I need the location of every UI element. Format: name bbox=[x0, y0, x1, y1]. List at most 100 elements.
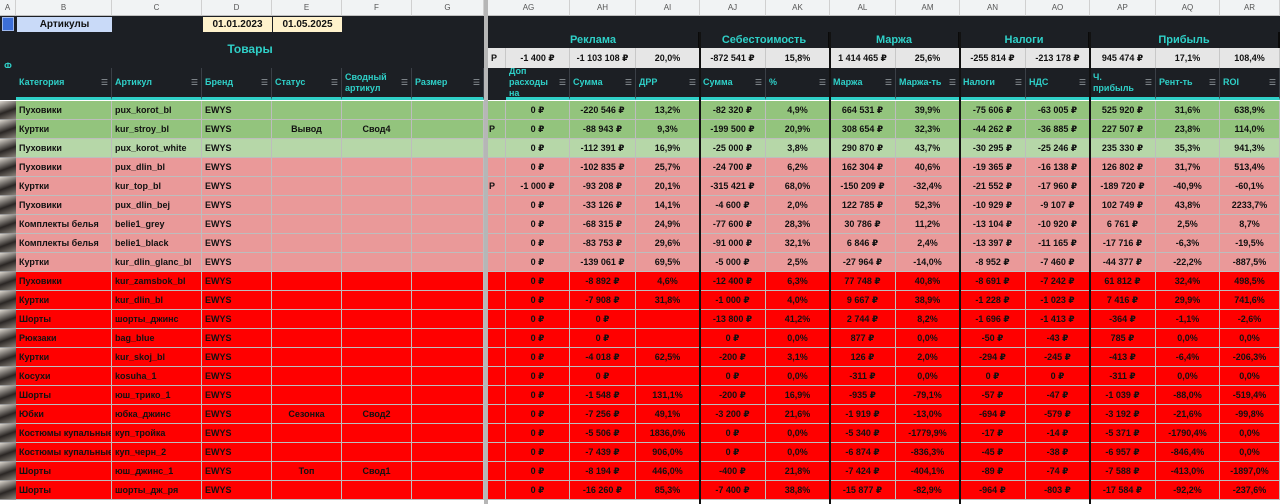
cell-g[interactable] bbox=[412, 101, 484, 120]
cell-partial[interactable] bbox=[488, 215, 506, 234]
filter-header-ai[interactable]: ДРР ☰ bbox=[636, 68, 700, 100]
product-thumbnail[interactable] bbox=[0, 462, 16, 481]
product-thumbnail[interactable] bbox=[0, 329, 16, 348]
filter-header-ar[interactable]: ROI ☰ bbox=[1220, 68, 1280, 100]
cell-f[interactable] bbox=[342, 158, 412, 177]
cell-ap[interactable]: 126 802 ₽ bbox=[1090, 158, 1156, 177]
filter-icon[interactable]: ☰ bbox=[100, 78, 108, 87]
cell-ar[interactable]: -99,8% bbox=[1220, 405, 1280, 424]
cell-ar[interactable]: 0,0% bbox=[1220, 329, 1280, 348]
filter-header-ag[interactable]: Доп расходы на ☰ bbox=[506, 68, 570, 100]
filter-icon[interactable]: ☰ bbox=[1014, 78, 1022, 87]
cell-ar[interactable]: -206,3% bbox=[1220, 348, 1280, 367]
cell-ap[interactable]: -17 716 ₽ bbox=[1090, 234, 1156, 253]
cell-ai[interactable]: 24,9% bbox=[636, 215, 700, 234]
cell-aq[interactable]: 23,8% bbox=[1156, 120, 1220, 139]
cell-partial[interactable] bbox=[488, 310, 506, 329]
cell-ar[interactable]: 498,5% bbox=[1220, 272, 1280, 291]
cell-c[interactable]: kur_dlin_bl bbox=[112, 291, 202, 310]
cell-al[interactable]: -150 209 ₽ bbox=[830, 177, 896, 196]
cell-aq[interactable]: 2,5% bbox=[1156, 215, 1220, 234]
filter-header-aq[interactable]: Рент-ть ☰ bbox=[1156, 68, 1220, 100]
cell-b[interactable]: Шорты bbox=[16, 386, 112, 405]
cell-ah[interactable]: -7 439 ₽ bbox=[570, 443, 636, 462]
cell-ak[interactable]: 16,9% bbox=[766, 386, 830, 405]
cell-ap[interactable]: 235 330 ₽ bbox=[1090, 139, 1156, 158]
cell-c[interactable]: kur_zamsbok_bl bbox=[112, 272, 202, 291]
cell-ag[interactable]: 0 ₽ bbox=[506, 424, 570, 443]
cell-g[interactable] bbox=[412, 120, 484, 139]
cell-ar[interactable]: 8,7% bbox=[1220, 215, 1280, 234]
cell-ar[interactable]: 0,0% bbox=[1220, 424, 1280, 443]
cell-b[interactable]: Куртки bbox=[16, 348, 112, 367]
cell-e[interactable] bbox=[272, 443, 342, 462]
cell-ah[interactable]: -139 061 ₽ bbox=[570, 253, 636, 272]
cell-am[interactable]: 2,4% bbox=[896, 234, 960, 253]
cell-ah[interactable]: -220 546 ₽ bbox=[570, 101, 636, 120]
cell-d[interactable]: EWYS bbox=[202, 272, 272, 291]
cell-b[interactable]: Шорты bbox=[16, 481, 112, 500]
cell-ap[interactable]: -17 584 ₽ bbox=[1090, 481, 1156, 500]
column-header-ao[interactable]: AO bbox=[1026, 0, 1090, 16]
cell-ag[interactable]: 0 ₽ bbox=[506, 405, 570, 424]
cell-g[interactable] bbox=[412, 291, 484, 310]
cell-c[interactable]: bag_blue bbox=[112, 329, 202, 348]
cell-ak[interactable]: 6,3% bbox=[766, 272, 830, 291]
cell-partial[interactable] bbox=[488, 272, 506, 291]
cell-c[interactable]: шорты_джинс bbox=[112, 310, 202, 329]
cell-e[interactable] bbox=[272, 348, 342, 367]
cell-c[interactable]: kosuha_1 bbox=[112, 367, 202, 386]
filter-icon[interactable]: ☰ bbox=[754, 78, 762, 87]
column-header-ag[interactable]: AG bbox=[488, 0, 570, 16]
cell-f[interactable] bbox=[342, 196, 412, 215]
cell-partial[interactable] bbox=[488, 443, 506, 462]
cell-d[interactable]: EWYS bbox=[202, 481, 272, 500]
product-thumbnail[interactable] bbox=[0, 158, 16, 177]
cell-e[interactable] bbox=[272, 158, 342, 177]
cell-c[interactable]: pux_korot_bl bbox=[112, 101, 202, 120]
cell-am[interactable]: 0,0% bbox=[896, 329, 960, 348]
cell-ag[interactable]: 0 ₽ bbox=[506, 253, 570, 272]
cell-an[interactable]: -694 ₽ bbox=[960, 405, 1026, 424]
cell-d[interactable]: EWYS bbox=[202, 348, 272, 367]
cell-d[interactable]: EWYS bbox=[202, 177, 272, 196]
cell-am[interactable]: -404,1% bbox=[896, 462, 960, 481]
cell-d[interactable]: EWYS bbox=[202, 158, 272, 177]
product-thumbnail[interactable] bbox=[0, 405, 16, 424]
filter-header-an[interactable]: Налоги ☰ bbox=[960, 68, 1026, 100]
cell-b[interactable]: Куртки bbox=[16, 253, 112, 272]
cell-c[interactable]: юбка_джинс bbox=[112, 405, 202, 424]
cell-ai[interactable]: 131,1% bbox=[636, 386, 700, 405]
cell-f[interactable]: Свод1 bbox=[342, 462, 412, 481]
cell-b[interactable]: Косухи bbox=[16, 367, 112, 386]
filter-icon[interactable]: ☰ bbox=[400, 78, 408, 87]
cell-ao[interactable]: -1 413 ₽ bbox=[1026, 310, 1090, 329]
cell-al[interactable]: 162 304 ₽ bbox=[830, 158, 896, 177]
cell-ak[interactable]: 4,9% bbox=[766, 101, 830, 120]
cell-ap[interactable]: -7 588 ₽ bbox=[1090, 462, 1156, 481]
cell-an[interactable]: 0 ₽ bbox=[960, 367, 1026, 386]
cell-am[interactable]: 40,8% bbox=[896, 272, 960, 291]
cell-e[interactable]: Топ bbox=[272, 462, 342, 481]
cell-am[interactable]: -32,4% bbox=[896, 177, 960, 196]
cell-ag[interactable]: 0 ₽ bbox=[506, 462, 570, 481]
cell-d[interactable]: EWYS bbox=[202, 367, 272, 386]
cell-al[interactable]: 126 ₽ bbox=[830, 348, 896, 367]
cell-aj[interactable]: -24 700 ₽ bbox=[700, 158, 766, 177]
cell-aq[interactable]: -6,3% bbox=[1156, 234, 1220, 253]
cell-ah[interactable]: 0 ₽ bbox=[570, 329, 636, 348]
cell-e[interactable] bbox=[272, 253, 342, 272]
product-thumbnail[interactable] bbox=[0, 215, 16, 234]
cell-ao[interactable]: -47 ₽ bbox=[1026, 386, 1090, 405]
cell-ah[interactable]: -8 892 ₽ bbox=[570, 272, 636, 291]
cell-ao[interactable]: -25 246 ₽ bbox=[1026, 139, 1090, 158]
cell-g[interactable] bbox=[412, 443, 484, 462]
cell-aq[interactable]: 0,0% bbox=[1156, 329, 1220, 348]
cell-ai[interactable]: 4,6% bbox=[636, 272, 700, 291]
cell-b[interactable]: Комплекты белья bbox=[16, 215, 112, 234]
cell-g[interactable] bbox=[412, 329, 484, 348]
column-header-an[interactable]: AN bbox=[960, 0, 1026, 16]
cell-f[interactable] bbox=[342, 310, 412, 329]
cell-ao[interactable]: -43 ₽ bbox=[1026, 329, 1090, 348]
cell-ap[interactable]: 525 920 ₽ bbox=[1090, 101, 1156, 120]
